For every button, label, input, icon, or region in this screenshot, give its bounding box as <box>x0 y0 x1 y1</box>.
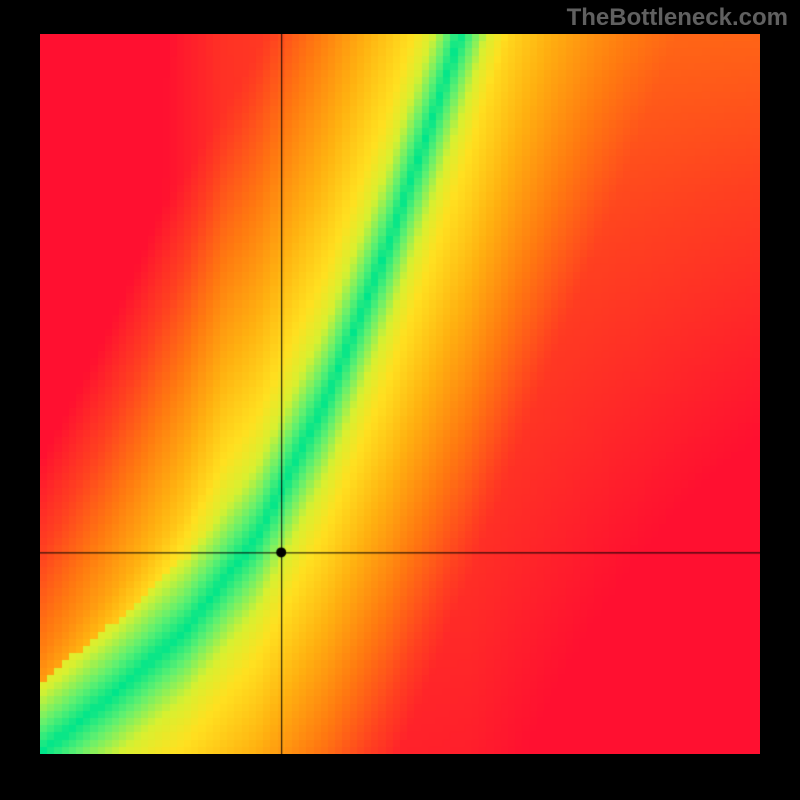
watermark-text: TheBottleneck.com <box>567 4 788 32</box>
bottleneck-heatmap <box>40 34 760 754</box>
